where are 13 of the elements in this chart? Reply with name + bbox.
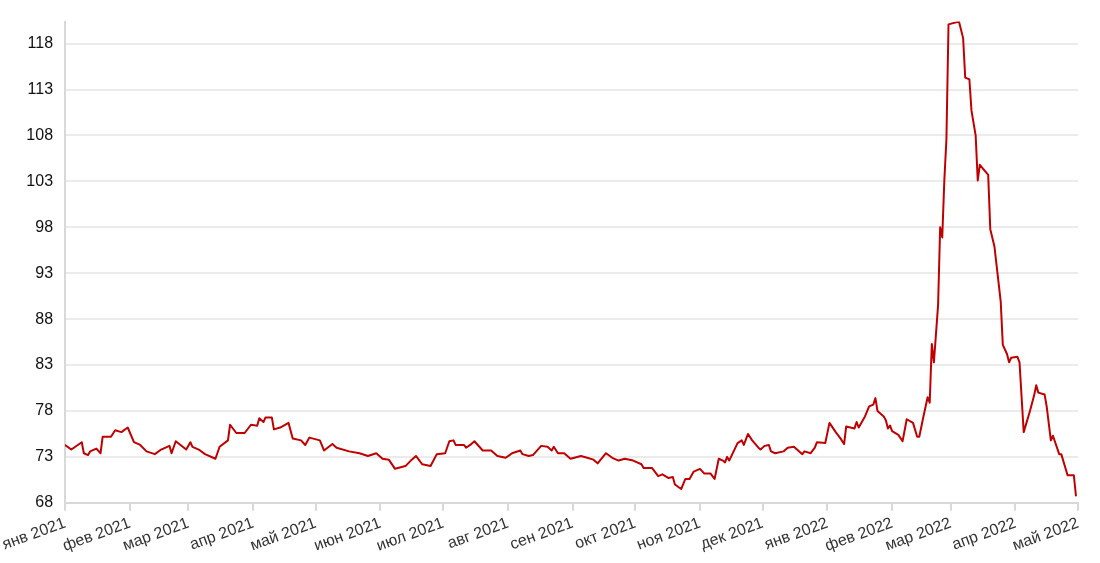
- y-tick-label: 68: [35, 493, 54, 511]
- y-tick-label: 83: [35, 355, 54, 373]
- y-tick-label: 108: [26, 125, 54, 143]
- y-tick-label: 88: [35, 309, 54, 327]
- y-tick-label: 118: [27, 34, 54, 52]
- y-tick-label: 113: [27, 79, 54, 97]
- y-tick-label: 93: [35, 263, 54, 281]
- x-tick-label: авг 2021: [445, 513, 511, 552]
- y-tick-label: 103: [26, 171, 54, 189]
- y-tick-label: 78: [35, 401, 54, 419]
- y-tick-label: 98: [35, 217, 54, 235]
- x-tick-label: окт 2021: [572, 513, 638, 552]
- y-tick-label: 73: [35, 447, 54, 465]
